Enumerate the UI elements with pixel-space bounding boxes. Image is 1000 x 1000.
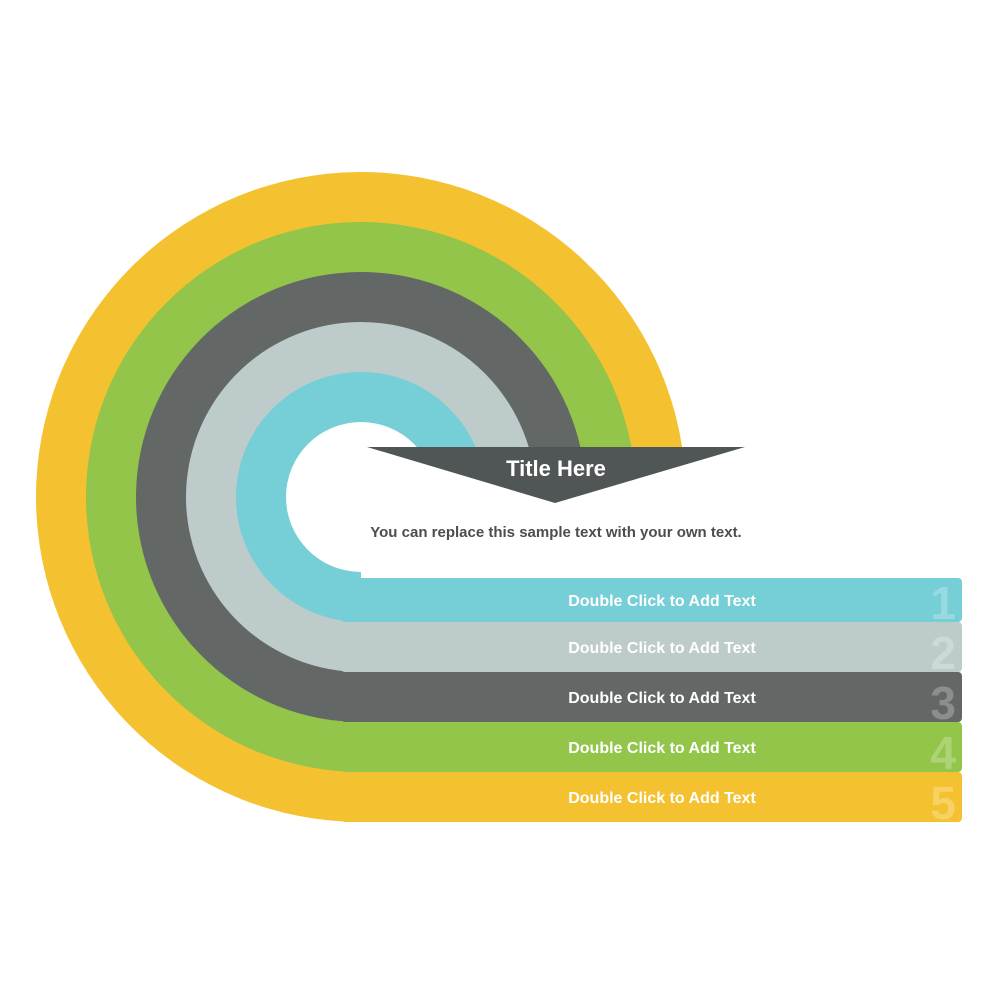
- bar-number: 4: [930, 727, 956, 779]
- list-item-4[interactable]: Double Click to Add Text 4: [341, 722, 962, 779]
- bar-number: 1: [930, 577, 956, 629]
- title-banner: [367, 447, 745, 503]
- bar-number: 3: [930, 677, 956, 729]
- title-text[interactable]: Title Here: [506, 456, 606, 481]
- bar-label[interactable]: Double Click to Add Text: [568, 640, 756, 657]
- bar-number: 5: [930, 777, 956, 829]
- bar-1: [341, 578, 962, 622]
- list-item-1[interactable]: Double Click to Add Text 1: [341, 577, 962, 629]
- list-item-2[interactable]: Double Click to Add Text 2: [341, 622, 962, 679]
- bar-label[interactable]: Double Click to Add Text: [568, 740, 756, 757]
- list-item-3[interactable]: Double Click to Add Text 3: [341, 672, 962, 729]
- subtitle-text[interactable]: You can replace this sample text with yo…: [370, 524, 741, 541]
- bar-5: [341, 772, 962, 822]
- bar-number: 2: [930, 627, 956, 679]
- bar-label[interactable]: Double Click to Add Text: [568, 790, 756, 807]
- bar-label[interactable]: Double Click to Add Text: [568, 593, 756, 610]
- bar-3: [341, 672, 962, 722]
- bar-4: [341, 722, 962, 772]
- bar-label[interactable]: Double Click to Add Text: [568, 690, 756, 707]
- list-item-5[interactable]: Double Click to Add Text 5: [341, 772, 962, 829]
- bar-2: [341, 622, 962, 672]
